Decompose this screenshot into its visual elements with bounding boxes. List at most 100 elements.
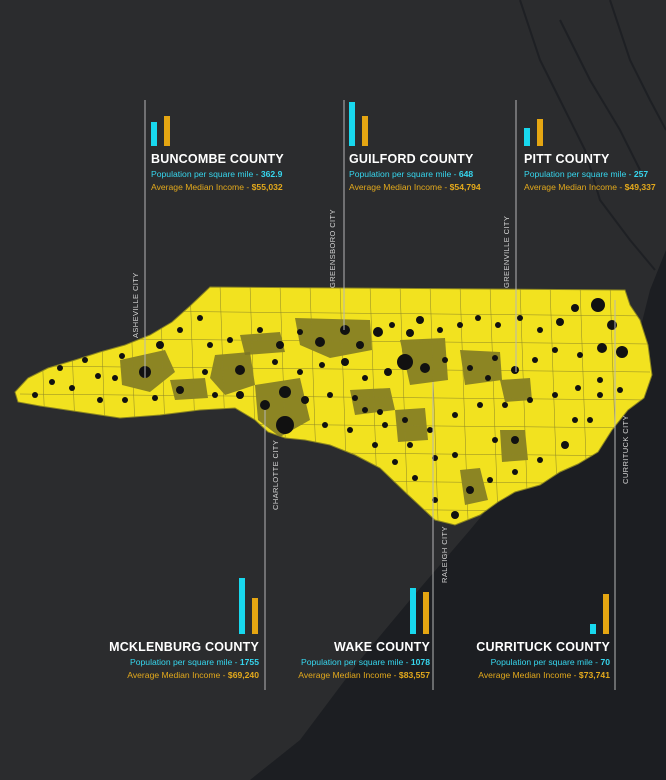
population-dot <box>227 337 233 343</box>
population-dot <box>552 392 558 398</box>
buncombe-bars <box>151 100 175 146</box>
county-name: CURRITUCK COUNTY <box>476 640 610 654</box>
population-dot <box>322 422 328 428</box>
population-line: Population per square mile - 257 <box>524 169 649 179</box>
income-line: Average Median Income - $49,337 <box>524 182 656 192</box>
income-value: $73,741 <box>578 670 610 680</box>
population-dot <box>407 442 413 448</box>
population-dot <box>517 315 523 321</box>
income-bar <box>164 116 170 146</box>
county-border-line <box>519 287 529 521</box>
population-dot <box>207 342 213 348</box>
income-line: Average Median Income - $69,240 <box>127 670 259 680</box>
population-dot <box>372 442 378 448</box>
population-dot <box>297 369 303 375</box>
guilford-card: GUILFORD COUNTY Population per square mi… <box>349 152 481 192</box>
population-dot <box>437 327 443 333</box>
mecklenburg-card: MCKLENBURG COUNTY Population per square … <box>109 640 259 680</box>
population-dot <box>492 437 498 443</box>
north-carolina-state-shape <box>14 286 653 526</box>
population-dot <box>532 357 538 363</box>
population-dot <box>202 369 208 375</box>
population-dot <box>616 346 628 358</box>
income-line: Average Median Income - $55,032 <box>151 182 283 192</box>
county-border-line <box>489 287 499 521</box>
county-border-line <box>429 287 439 521</box>
population-dot <box>406 329 414 337</box>
population-dot <box>212 392 218 398</box>
population-dot <box>416 316 424 324</box>
population-dot <box>572 417 578 423</box>
dense-county-1 <box>210 352 255 395</box>
population-value: 648 <box>458 169 474 179</box>
population-dot <box>587 417 593 423</box>
population-bar <box>239 578 245 634</box>
population-dot <box>502 402 508 408</box>
population-dot <box>575 385 581 391</box>
population-line: Population per square mile - 70 <box>490 657 610 667</box>
population-dot <box>467 365 473 371</box>
county-name: PITT COUNTY <box>524 152 610 166</box>
population-dot <box>276 341 284 349</box>
income-value: $69,240 <box>227 670 259 680</box>
dense-county-4 <box>400 338 448 385</box>
population-bar <box>524 128 530 146</box>
city-label-greenville: GREENVILLE CITY <box>502 215 511 288</box>
population-dot <box>512 469 518 475</box>
population-dot <box>485 375 491 381</box>
population-dot <box>511 436 519 444</box>
county-name: MCKLENBURG COUNTY <box>109 640 259 654</box>
county-border-line <box>19 365 651 373</box>
population-dot <box>257 327 263 333</box>
population-dot <box>112 375 118 381</box>
wake-card: WAKE COUNTY Population per square mile -… <box>298 640 430 680</box>
population-dot <box>389 322 395 328</box>
population-dot <box>356 341 364 349</box>
population-dot <box>315 337 325 347</box>
city-label-raleigh: RALEIGH CITY <box>440 526 449 583</box>
population-dot <box>341 358 349 366</box>
city-label-greensboro: GREENSBORO CITY <box>328 209 337 288</box>
population-dot <box>272 359 278 365</box>
population-dot <box>561 441 569 449</box>
county-border-line <box>19 393 651 401</box>
currituck-card: CURRITUCK COUNTY Population per square m… <box>476 640 610 680</box>
population-value: 257 <box>633 169 649 179</box>
county-border-line <box>399 287 409 521</box>
population-dot <box>319 362 325 368</box>
population-dot <box>340 325 350 335</box>
income-value: $49,337 <box>624 182 656 192</box>
population-dot <box>597 377 603 383</box>
population-dot <box>377 409 383 415</box>
population-dot <box>69 385 75 391</box>
population-dot <box>412 475 418 481</box>
population-dot <box>352 395 358 401</box>
population-dot <box>382 422 388 428</box>
population-dot <box>537 457 543 463</box>
population-dot <box>176 386 184 394</box>
coastline-inlets <box>519 0 666 271</box>
population-dot <box>260 400 270 410</box>
population-dot <box>451 511 459 519</box>
population-dot <box>475 315 481 321</box>
income-bar <box>362 116 368 146</box>
population-dot <box>571 304 579 312</box>
population-dot <box>402 417 408 423</box>
income-bar <box>603 594 609 634</box>
population-dot <box>477 402 483 408</box>
population-dot <box>95 373 101 379</box>
population-dot <box>511 366 519 374</box>
population-dot <box>276 416 294 434</box>
population-dot <box>327 392 333 398</box>
population-dot <box>452 452 458 458</box>
population-dot <box>235 365 245 375</box>
population-bar <box>410 588 416 634</box>
dense-county-9 <box>500 430 528 462</box>
population-dot <box>32 392 38 398</box>
population-dot <box>392 459 398 465</box>
population-value: 70 <box>600 657 610 667</box>
population-dots <box>32 298 628 519</box>
population-dot <box>49 379 55 385</box>
population-dot <box>442 357 448 363</box>
population-dot <box>452 412 458 418</box>
